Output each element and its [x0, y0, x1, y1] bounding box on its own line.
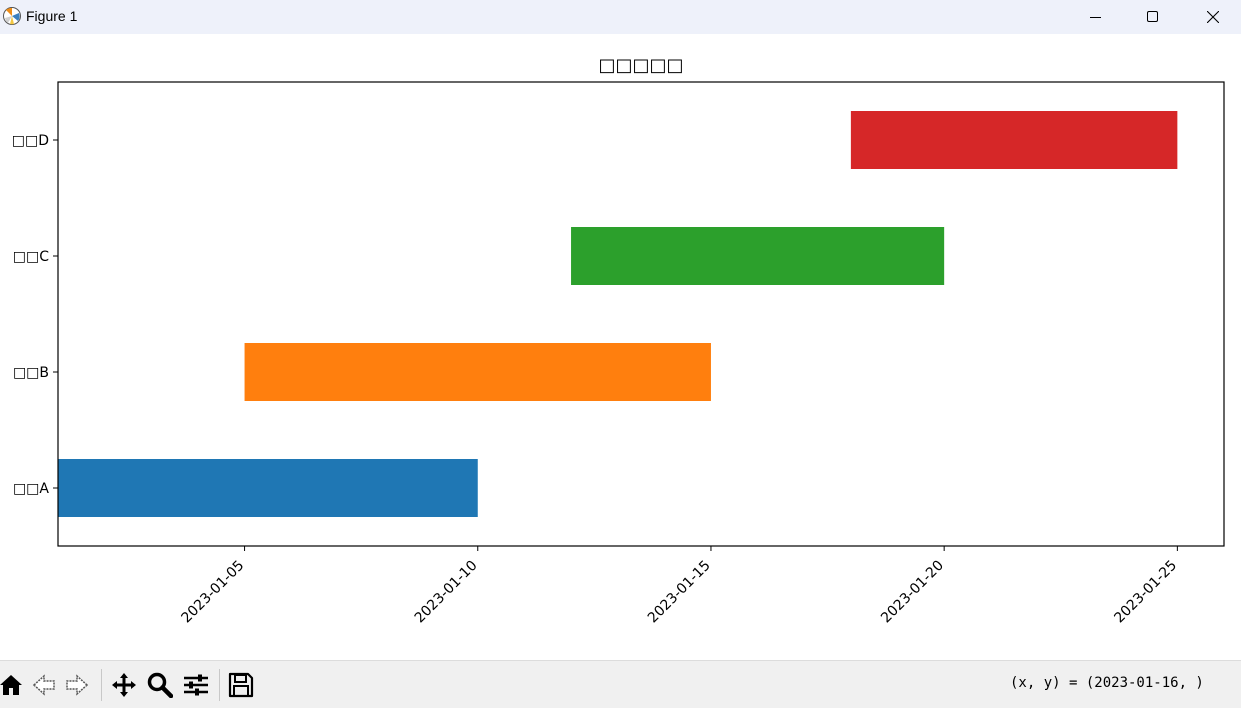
x-tick-label: 2023-01-15 [645, 558, 714, 627]
navigation-toolbar: (x, y) = (2023-01-16, ) [0, 660, 1241, 708]
x-tick-label: 2023-01-25 [1111, 558, 1180, 627]
forward-icon [66, 674, 89, 696]
plot-frame [57, 81, 1225, 547]
x-tick-label: 2023-01-10 [412, 558, 481, 627]
pan-button[interactable] [109, 670, 139, 700]
toolbar-separator [101, 669, 102, 701]
matplotlib-icon [3, 7, 21, 25]
y-tick-label: □□B [13, 365, 49, 381]
y-tick-label: □□D [12, 133, 49, 149]
window-titlebar: Figure 1 [0, 0, 1241, 34]
window-title: Figure 1 [26, 8, 78, 24]
home-button[interactable] [0, 670, 26, 700]
save-icon [228, 672, 254, 698]
gantt-bar [58, 459, 478, 517]
y-tick-label: □□A [13, 481, 49, 497]
toolbar-separator [219, 669, 220, 701]
forward-button[interactable] [62, 670, 92, 700]
close-icon [1207, 11, 1219, 23]
gantt-bar [244, 343, 711, 401]
maximize-button[interactable] [1130, 0, 1176, 34]
chart-title: □□□□□ [598, 55, 683, 76]
configure-subplots-button[interactable] [181, 670, 211, 700]
x-tick-label: 2023-01-20 [878, 558, 947, 627]
save-button[interactable] [226, 670, 256, 700]
minimize-button[interactable] [1073, 0, 1119, 34]
maximize-icon [1147, 11, 1158, 22]
back-icon [32, 674, 55, 696]
figure-canvas[interactable]: □□□□□ □□A □□B □□C □□D 2023-01-05 2023-01-10 202… [0, 34, 1241, 660]
gantt-bar [571, 227, 945, 285]
pan-icon [112, 673, 136, 697]
back-button[interactable] [29, 670, 59, 700]
y-tick-label: □□C [13, 249, 49, 265]
close-button[interactable] [1190, 0, 1236, 34]
home-icon [0, 675, 22, 695]
zoom-button[interactable] [145, 670, 175, 700]
zoom-icon [147, 672, 173, 698]
minimize-icon [1090, 17, 1101, 18]
cursor-coordinates: (x, y) = (2023-01-16, ) [1010, 675, 1204, 691]
x-tick-label: 2023-01-05 [179, 558, 248, 627]
gantt-bar [850, 111, 1178, 169]
gantt-chart: □□□□□ □□A □□B □□C □□D 2023-01-05 2023-01-10 202… [12, 55, 1225, 627]
configure-subplots-icon [184, 674, 208, 696]
